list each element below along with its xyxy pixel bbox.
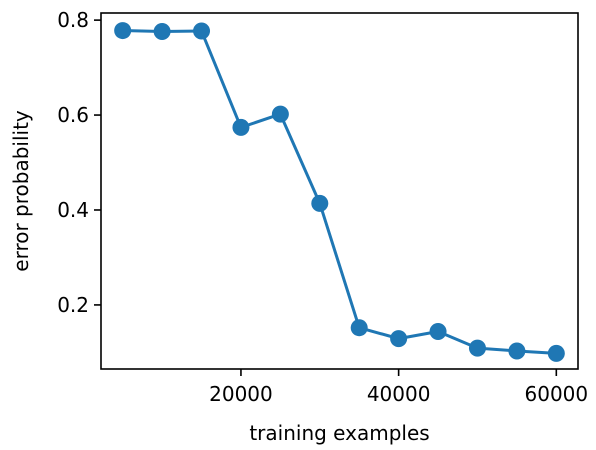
data-point (390, 330, 408, 348)
data-point (350, 319, 368, 337)
x-axis-label: training examples (249, 421, 429, 445)
data-point (429, 323, 447, 341)
y-tick-label: 0.8 (57, 8, 89, 32)
ticks-layer: 20000 40000 60000 0.2 0.4 0.6 0.8 (57, 8, 588, 406)
data-point (114, 22, 132, 40)
data-point (311, 194, 329, 212)
series-line (122, 29, 557, 355)
y-tick-label: 0.2 (57, 293, 89, 317)
data-point (271, 105, 289, 123)
x-tick-label: 40000 (367, 382, 431, 406)
data-point (153, 23, 171, 41)
data-point (508, 342, 526, 360)
y-tick-label: 0.4 (57, 198, 89, 222)
data-point (547, 344, 565, 362)
plot-frame (100, 12, 579, 370)
data-point (193, 22, 211, 40)
x-tick-label: 60000 (525, 382, 589, 406)
y-axis-label: error probability (9, 110, 33, 272)
data-point (232, 118, 250, 136)
y-tick-label: 0.6 (57, 103, 89, 127)
x-tick-label: 20000 (209, 382, 273, 406)
series-layer (114, 22, 565, 362)
data-point (468, 339, 486, 357)
